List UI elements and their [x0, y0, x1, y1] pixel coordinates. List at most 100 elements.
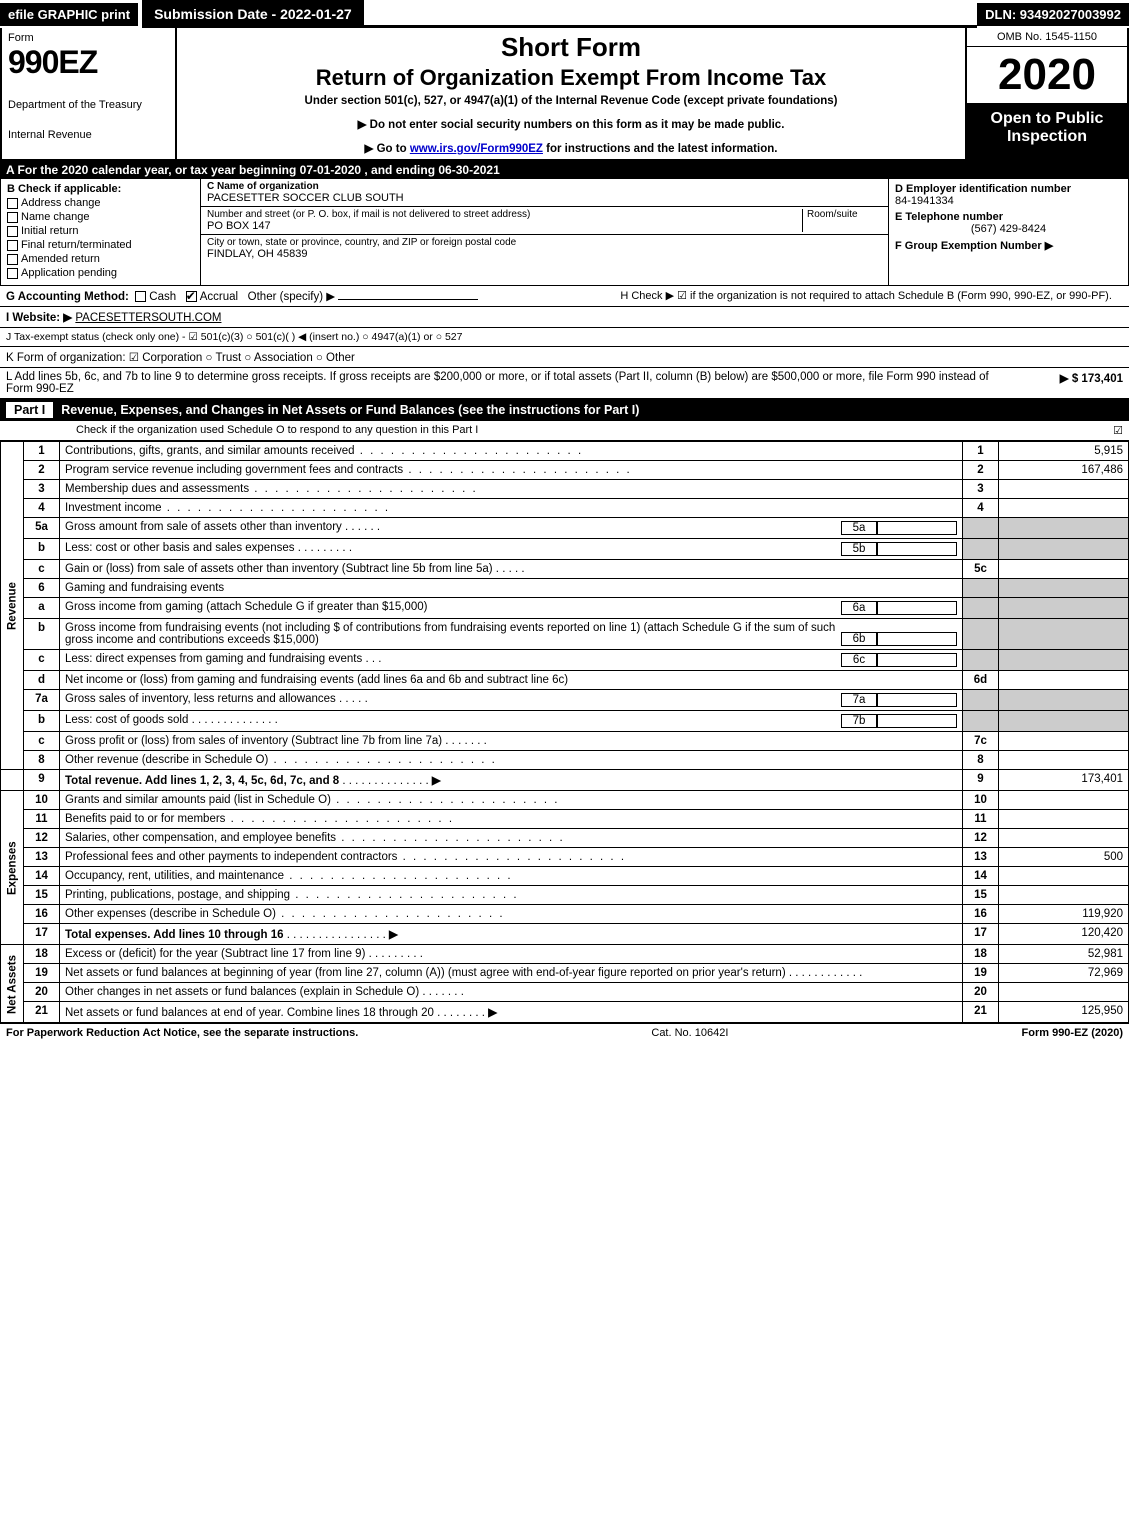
- form-number: 990EZ: [8, 44, 169, 81]
- under-section: Under section 501(c), 527, or 4947(a)(1)…: [185, 95, 957, 107]
- row-14: 14Occupancy, rent, utilities, and mainte…: [1, 867, 1129, 886]
- note-goto-post: for instructions and the latest informat…: [543, 143, 778, 155]
- part-i-label: Part I: [6, 402, 53, 418]
- open-inspection: Open to Public Inspection: [967, 104, 1127, 159]
- ein-value: 84-1941334: [895, 195, 1122, 207]
- return-title: Return of Organization Exempt From Incom…: [185, 65, 957, 91]
- row-20: 20Other changes in net assets or fund ba…: [1, 983, 1129, 1002]
- row-2: 2Program service revenue including gover…: [1, 461, 1129, 480]
- efile-label[interactable]: efile GRAPHIC print: [0, 3, 138, 26]
- top-bar: efile GRAPHIC print Submission Date - 20…: [0, 0, 1129, 28]
- part-i-header: Part I Revenue, Expenses, and Changes in…: [0, 399, 1129, 421]
- row-9: 9Total revenue. Add lines 1, 2, 3, 4, 5c…: [1, 770, 1129, 791]
- org-addr: PO BOX 147: [207, 220, 802, 232]
- row-12: 12Salaries, other compensation, and empl…: [1, 829, 1129, 848]
- dept-treasury: Department of the Treasury: [8, 99, 169, 111]
- org-name-row: C Name of organization PACESETTER SOCCER…: [201, 179, 888, 207]
- website-link[interactable]: PACESETTERSOUTH.COM: [75, 312, 221, 324]
- section-b: B Check if applicable: Address change Na…: [1, 179, 201, 285]
- note-goto: ▶ Go to www.irs.gov/Form990EZ for instru…: [185, 141, 957, 155]
- irs-link[interactable]: www.irs.gov/Form990EZ: [410, 143, 543, 155]
- row-6b: bGross income from fundraising events (n…: [1, 619, 1129, 650]
- row-3: 3Membership dues and assessments3: [1, 480, 1129, 499]
- cb-name-change[interactable]: Name change: [7, 211, 194, 223]
- row-18: Net Assets 18Excess or (deficit) for the…: [1, 945, 1129, 964]
- footer-cat-no: Cat. No. 10642I: [651, 1027, 728, 1039]
- cb-initial-return[interactable]: Initial return: [7, 225, 194, 237]
- addr-label: Number and street (or P. O. box, if mail…: [207, 209, 802, 220]
- ein-label: D Employer identification number: [895, 183, 1122, 195]
- part-i-table: Revenue 1Contributions, gifts, grants, a…: [0, 441, 1129, 1023]
- header-mid: Short Form Return of Organization Exempt…: [177, 28, 967, 159]
- part-i-subtitle: Check if the organization used Schedule …: [6, 424, 478, 437]
- page-footer: For Paperwork Reduction Act Notice, see …: [0, 1023, 1129, 1042]
- row-5c: cGain or (loss) from sale of assets othe…: [1, 560, 1129, 579]
- section-d-e-f: D Employer identification number 84-1941…: [888, 179, 1128, 285]
- tel-label: E Telephone number: [895, 211, 1122, 223]
- dln-label: DLN: 93492027003992: [977, 3, 1129, 26]
- line-k: K Form of organization: ☑ Corporation ○ …: [0, 347, 1129, 368]
- cb-application-pending[interactable]: Application pending: [7, 267, 194, 279]
- header-right: OMB No. 1545-1150 2020 Open to Public In…: [967, 28, 1127, 159]
- part-i-title: Revenue, Expenses, and Changes in Net As…: [61, 403, 639, 417]
- row-5a: 5aGross amount from sale of assets other…: [1, 518, 1129, 539]
- line-h: H Check ▶ ☑ if the organization is not r…: [620, 289, 1123, 303]
- submission-date: Submission Date - 2022-01-27: [142, 0, 364, 28]
- row-6: 6Gaming and fundraising events: [1, 579, 1129, 598]
- row-7b: bLess: cost of goods sold . . . . . . . …: [1, 711, 1129, 732]
- row-21: 21Net assets or fund balances at end of …: [1, 1002, 1129, 1023]
- form-word: Form: [8, 32, 169, 44]
- sidelabel-netassets: Net Assets: [1, 945, 24, 1023]
- line-l-amount: ▶ $ 173,401: [1003, 371, 1123, 395]
- org-name: PACESETTER SOCCER CLUB SOUTH: [207, 192, 882, 204]
- tel-value: (567) 429-8424: [895, 223, 1122, 235]
- row-19: 19Net assets or fund balances at beginni…: [1, 964, 1129, 983]
- row-13: 13Professional fees and other payments t…: [1, 848, 1129, 867]
- line-a-tax-year: A For the 2020 calendar year, or tax yea…: [0, 161, 1129, 179]
- row-17: 17Total expenses. Add lines 10 through 1…: [1, 924, 1129, 945]
- footer-left: For Paperwork Reduction Act Notice, see …: [6, 1027, 358, 1039]
- row-6c: cLess: direct expenses from gaming and f…: [1, 650, 1129, 671]
- part-i-subtitle-row: Check if the organization used Schedule …: [0, 421, 1129, 441]
- note-goto-pre: ▶ Go to: [365, 143, 410, 155]
- room-suite-label: Room/suite: [802, 209, 882, 232]
- omb-number: OMB No. 1545-1150: [967, 28, 1127, 47]
- header-left: Form 990EZ Department of the Treasury In…: [2, 28, 177, 159]
- cb-cash[interactable]: [135, 291, 146, 302]
- org-city: FINDLAY, OH 45839: [207, 248, 882, 260]
- row-10: Expenses 10Grants and similar amounts pa…: [1, 791, 1129, 810]
- line-g: G Accounting Method: Cash Accrual Other …: [6, 289, 620, 303]
- cb-amended-return[interactable]: Amended return: [7, 253, 194, 265]
- info-block: B Check if applicable: Address change Na…: [0, 179, 1129, 286]
- cb-final-return[interactable]: Final return/terminated: [7, 239, 194, 251]
- section-b-title: B Check if applicable:: [7, 183, 194, 195]
- note-no-ssn: ▶ Do not enter social security numbers o…: [185, 117, 957, 131]
- short-form-title: Short Form: [185, 32, 957, 63]
- row-7c: cGross profit or (loss) from sales of in…: [1, 732, 1129, 751]
- cb-accrual[interactable]: [186, 291, 197, 302]
- row-1: Revenue 1Contributions, gifts, grants, a…: [1, 442, 1129, 461]
- line-j: J Tax-exempt status (check only one) - ☑…: [0, 328, 1129, 347]
- row-8: 8Other revenue (describe in Schedule O)8: [1, 751, 1129, 770]
- org-city-row: City or town, state or province, country…: [201, 235, 888, 262]
- group-exemption-label: F Group Exemption Number ▶: [895, 239, 1122, 252]
- sidelabel-revenue: Revenue: [1, 442, 24, 770]
- row-16: 16Other expenses (describe in Schedule O…: [1, 905, 1129, 924]
- dept-irs: Internal Revenue: [8, 129, 169, 141]
- line-i: I Website: ▶ PACESETTERSOUTH.COM: [0, 307, 1129, 328]
- row-6d: dNet income or (loss) from gaming and fu…: [1, 671, 1129, 690]
- cb-address-change[interactable]: Address change: [7, 197, 194, 209]
- part-i-check[interactable]: ☑: [1113, 424, 1123, 437]
- line-l-text: L Add lines 5b, 6c, and 7b to line 9 to …: [6, 371, 1003, 395]
- org-addr-row: Number and street (or P. O. box, if mail…: [201, 207, 888, 235]
- row-7a: 7aGross sales of inventory, less returns…: [1, 690, 1129, 711]
- row-4: 4Investment income4: [1, 499, 1129, 518]
- line-g-h: G Accounting Method: Cash Accrual Other …: [0, 286, 1129, 307]
- sidelabel-expenses: Expenses: [1, 791, 24, 945]
- city-label: City or town, state or province, country…: [207, 237, 882, 248]
- section-c: C Name of organization PACESETTER SOCCER…: [201, 179, 888, 285]
- form-header: Form 990EZ Department of the Treasury In…: [0, 28, 1129, 161]
- topbar-spacer: [364, 0, 977, 28]
- row-6a: aGross income from gaming (attach Schedu…: [1, 598, 1129, 619]
- org-name-label: C Name of organization: [207, 181, 882, 192]
